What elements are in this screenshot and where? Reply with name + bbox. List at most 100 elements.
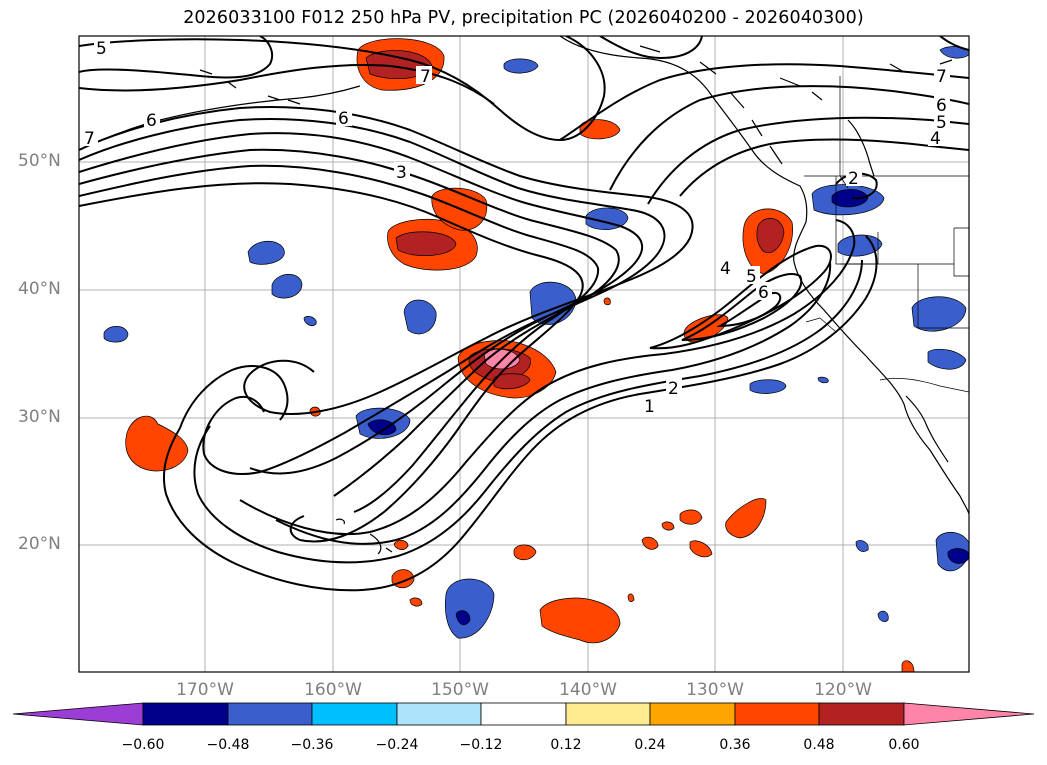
precip-blob (303, 316, 317, 326)
precip-blob (503, 58, 539, 74)
precip-blob (367, 419, 397, 436)
precip-blob (395, 231, 457, 256)
precip-blob (756, 218, 785, 254)
precip-blob (749, 379, 787, 394)
pv-contour (79, 36, 606, 142)
pv-contour (79, 36, 274, 79)
precip-blob (901, 660, 915, 672)
lon-label: 170°W (176, 680, 234, 700)
pv-contour (79, 118, 666, 475)
precip-blob (947, 548, 969, 564)
lon-label: 140°W (559, 680, 617, 700)
colorbar-tick: −0.48 (206, 737, 250, 753)
contour-label: 4 (720, 259, 731, 279)
coastlines (79, 36, 969, 555)
lon-label: 150°W (431, 680, 489, 700)
contour-label: 6 (338, 109, 349, 129)
pv-contour (609, 85, 969, 191)
contour-label: 7 (936, 67, 947, 87)
colorbar-min-arrow (12, 702, 144, 726)
pv-contour (79, 132, 644, 475)
pv-contour (179, 365, 289, 429)
lat-label: 20°N (18, 534, 61, 554)
pv-contour (716, 292, 782, 328)
map-frame (78, 35, 970, 673)
contour-label: 7 (84, 129, 95, 149)
contour-label: 5 (936, 113, 947, 133)
pv-contour (559, 63, 969, 141)
pv-contour (679, 138, 969, 197)
colorbar-tick: −0.24 (375, 737, 419, 753)
lat-label: 40°N (18, 279, 61, 299)
colorbar-tick: 0.60 (888, 737, 920, 753)
precip-blob (837, 234, 883, 257)
colorbar-swatch (480, 702, 567, 726)
contour-label: 5 (746, 267, 757, 287)
pv-contour (275, 261, 832, 545)
colorbar-swatch (396, 702, 482, 726)
pv-contour (239, 219, 856, 536)
precip-blob (393, 540, 409, 550)
colorbar-tick: 0.24 (634, 737, 666, 753)
precip-blob (271, 274, 303, 299)
pv-contour (79, 148, 620, 497)
colorbar-swatch (565, 702, 651, 726)
map-title: 2026033100 F012 250 hPa PV, precipitatio… (183, 8, 864, 28)
precip-blob (409, 597, 423, 607)
pv-contour (202, 396, 265, 455)
contour-label: 6 (758, 283, 769, 303)
precip-blob (103, 326, 129, 343)
precip-blob (939, 46, 969, 59)
colorbar (12, 702, 1035, 726)
colorbar-tick: −0.12 (459, 737, 503, 753)
precip-blob (877, 610, 889, 622)
pv-contour (193, 259, 863, 564)
pv-contour (647, 116, 969, 205)
contour-label: 5 (96, 39, 107, 59)
pv-contours (79, 36, 969, 592)
colorbar-swatch (734, 702, 820, 726)
colorbar-tick: −0.60 (121, 737, 165, 753)
contour-label: 4 (930, 129, 941, 149)
colorbar-swatch (649, 702, 736, 726)
contour-label: 6 (146, 111, 157, 131)
precip-blob (539, 597, 621, 644)
precip-blob (247, 240, 285, 265)
precip-blob (831, 189, 869, 208)
precip-blob (725, 498, 767, 539)
lon-label: 120°W (814, 680, 872, 700)
lon-label: 130°W (686, 680, 744, 700)
colorbar-max-arrow (903, 702, 1035, 726)
precip-blob (627, 593, 635, 602)
pv-contour (599, 36, 703, 60)
pv-contour (649, 244, 832, 350)
lat-label: 30°N (18, 407, 61, 427)
colorbar-swatch (818, 702, 905, 726)
colorbar-tick: 0.12 (550, 737, 582, 753)
precip-blob (585, 207, 629, 231)
precip-blob (513, 544, 537, 561)
pv-contour (939, 36, 969, 51)
pv-contour (79, 63, 495, 105)
precip-blob (455, 610, 471, 626)
precip-blob (689, 540, 713, 558)
lat-label: 50°N (18, 151, 61, 171)
lon-label: 160°W (304, 680, 362, 700)
precip-blob (403, 299, 437, 335)
precip-blob (125, 415, 189, 472)
pv-contour (79, 106, 694, 415)
precip-blob (927, 348, 967, 370)
precip-blob (641, 536, 659, 550)
contour-labels: 5 7 7 6 6 3 2 7 6 5 4 4 5 6 1 2 (82, 39, 950, 417)
precip-blob (817, 376, 829, 384)
contour-label: 7 (420, 67, 431, 87)
contour-label: 2 (668, 379, 679, 399)
precip-blob (679, 509, 703, 525)
colorbar-tick: 0.36 (719, 737, 751, 753)
colorbar-tick: 0.48 (803, 737, 835, 753)
precip-blob (603, 297, 611, 306)
pv-contour (162, 235, 878, 592)
colorbar-tick: −0.36 (290, 737, 334, 753)
pv-contour (79, 182, 584, 543)
